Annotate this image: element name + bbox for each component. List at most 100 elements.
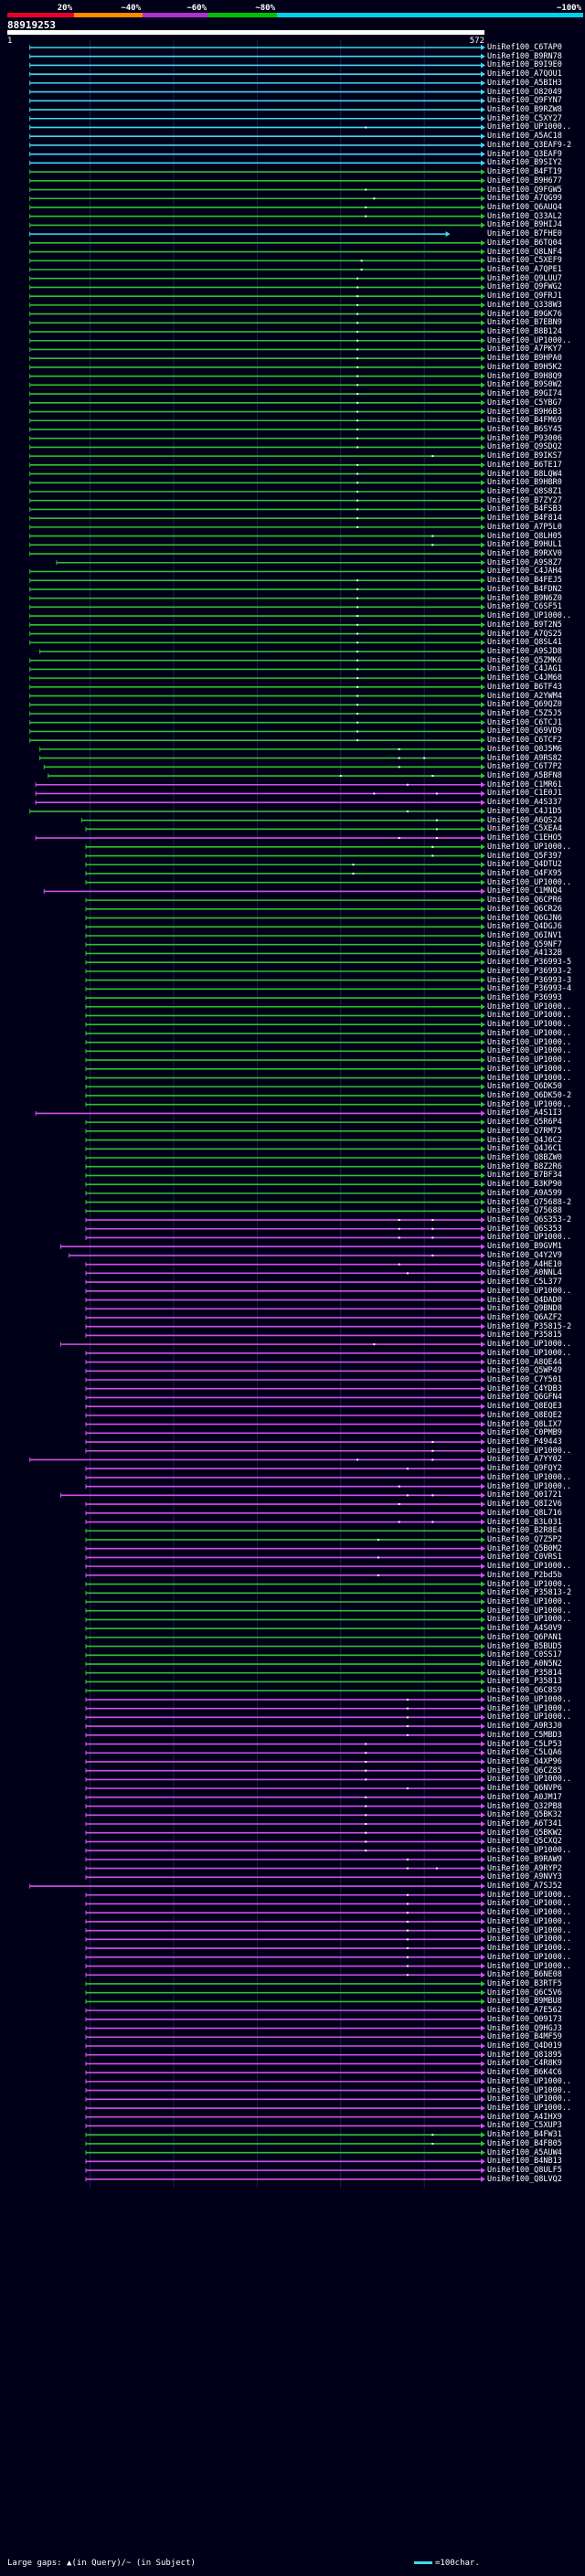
hit-label-link[interactable]: UniRef100_O82049	[487, 87, 562, 97]
hit-row[interactable]	[85, 906, 485, 912]
hit-label-link[interactable]: UniRef100_Q4FX95	[487, 868, 562, 878]
hit-label-link[interactable]: UniRef100_C5XEA4	[487, 824, 562, 834]
hit-row[interactable]	[35, 800, 485, 806]
hit-label-link[interactable]: UniRef100_A5AC18	[487, 132, 562, 142]
hit-label-link[interactable]: UniRef100_Q6AZF2	[487, 1312, 562, 1322]
hit-label-link[interactable]: UniRef100_UP1000..	[487, 1775, 572, 1785]
hit-row[interactable]	[85, 1012, 485, 1019]
hit-row[interactable]	[29, 693, 485, 699]
hit-row[interactable]	[85, 2105, 485, 2112]
hit-row[interactable]	[29, 808, 485, 814]
hit-row[interactable]	[85, 1794, 485, 1800]
hit-row[interactable]	[29, 684, 485, 690]
hit-label-link[interactable]: UniRef100_A4132B	[487, 949, 562, 959]
hit-label-link[interactable]: UniRef100_B3RTF5	[487, 1978, 562, 1988]
hit-row[interactable]	[85, 1466, 485, 1472]
hit-row[interactable]	[85, 1297, 485, 1303]
hit-label-link[interactable]: UniRef100_B3L031	[487, 1517, 562, 1527]
hit-label-link[interactable]: UniRef100_C4JAG1	[487, 664, 562, 674]
hit-row[interactable]	[29, 542, 485, 548]
hit-row[interactable]	[29, 524, 485, 530]
hit-label-link[interactable]: UniRef100_B6TQ04	[487, 238, 562, 248]
hit-label-link[interactable]: UniRef100_C1MNQ4	[487, 886, 562, 896]
hit-row[interactable]	[35, 790, 485, 797]
hit-row[interactable]	[85, 2070, 485, 2076]
hit-row[interactable]	[85, 941, 485, 948]
hit-label-link[interactable]: UniRef100_C5Z5J5	[487, 709, 562, 718]
hit-label-link[interactable]: UniRef100_C6SF51	[487, 602, 562, 612]
hit-label-link[interactable]: UniRef100_A0N5N2	[487, 1659, 562, 1670]
hit-row[interactable]	[85, 1155, 485, 1161]
hit-label-link[interactable]: UniRef100_P35815-2	[487, 1321, 572, 1331]
hit-row[interactable]	[29, 258, 485, 264]
hit-row[interactable]	[85, 1723, 485, 1730]
hit-label-link[interactable]: UniRef100_Q4J6C2	[487, 1135, 562, 1145]
hit-label-link[interactable]: UniRef100_Q8ULF5	[487, 2166, 562, 2176]
hit-row[interactable]	[39, 746, 485, 752]
hit-label-link[interactable]: UniRef100_Q8EQE3	[487, 1402, 562, 1412]
hit-row[interactable]	[85, 1119, 485, 1126]
hit-label-link[interactable]: UniRef100_C5LQA6	[487, 1748, 562, 1758]
hit-row[interactable]	[85, 1439, 485, 1446]
hit-label-link[interactable]: UniRef100_A9S8Z7	[487, 557, 562, 567]
hit-row[interactable]	[29, 533, 485, 539]
hit-label-link[interactable]: UniRef100_UP1000..	[487, 611, 572, 621]
hit-row[interactable]	[29, 98, 485, 104]
hit-label-link[interactable]: UniRef100_C6TCJ1	[487, 717, 562, 727]
hit-row[interactable]	[85, 870, 485, 876]
hit-label-link[interactable]: UniRef100_Q59NF7	[487, 939, 562, 949]
hit-label-link[interactable]: UniRef100_A7QG99	[487, 194, 562, 204]
hit-row[interactable]	[85, 1377, 485, 1383]
hit-row[interactable]	[85, 1821, 485, 1827]
hit-row[interactable]	[29, 728, 485, 735]
hit-label-link[interactable]: UniRef100_B9HIJ4	[487, 220, 562, 230]
hit-row[interactable]	[85, 1368, 485, 1374]
hit-row[interactable]	[85, 862, 485, 868]
hit-label-link[interactable]: UniRef100_Q4J6C1	[487, 1144, 562, 1154]
hit-row[interactable]	[85, 1528, 485, 1534]
hit-row[interactable]	[85, 1182, 485, 1188]
hit-row[interactable]	[85, 995, 485, 1002]
hit-label-link[interactable]: UniRef100_UP1000..	[487, 1020, 572, 1030]
hit-label-link[interactable]: UniRef100_Q338W3	[487, 300, 562, 310]
hit-row[interactable]	[29, 311, 485, 317]
hit-label-link[interactable]: UniRef100_Q9BND8	[487, 1304, 562, 1314]
hit-label-link[interactable]: UniRef100_B9RZW8	[487, 105, 562, 115]
hit-row[interactable]	[29, 293, 485, 300]
hit-label-link[interactable]: UniRef100_A4HE10	[487, 1259, 562, 1269]
hit-row[interactable]	[85, 1554, 485, 1561]
hit-label-link[interactable]: UniRef100_P2bd5b	[487, 1570, 562, 1580]
hit-row[interactable]	[85, 1829, 485, 1836]
hit-label-link[interactable]: UniRef100_UP1000..	[487, 1579, 572, 1589]
hit-label-link[interactable]: UniRef100_A7SJ52	[487, 1882, 562, 1892]
hit-row[interactable]	[85, 977, 485, 983]
hit-row[interactable]	[85, 1626, 485, 1632]
hit-row[interactable]	[29, 89, 485, 95]
hit-row[interactable]	[60, 1341, 485, 1348]
hit-label-link[interactable]: UniRef100_UP1000..	[487, 1935, 572, 1945]
hit-label-link[interactable]: UniRef100_UP1000..	[487, 1011, 572, 1021]
hit-label-link[interactable]: UniRef100_Q5F397	[487, 851, 562, 861]
hit-row[interactable]	[85, 1564, 485, 1570]
hit-row[interactable]	[85, 1101, 485, 1108]
hit-label-link[interactable]: UniRef100_Q6CZ85	[487, 1765, 562, 1776]
hit-label-link[interactable]: UniRef100_B9RAW9	[487, 1854, 562, 1864]
hit-label-link[interactable]: UniRef100_B9H677	[487, 175, 562, 186]
hit-label-link[interactable]: UniRef100_Q6PAN1	[487, 1632, 562, 1642]
hit-label-link[interactable]: UniRef100_B4FDN2	[487, 584, 562, 594]
hit-label-link[interactable]: UniRef100_Q9LUU7	[487, 273, 562, 283]
hit-row[interactable]	[43, 764, 485, 770]
hit-label-link[interactable]: UniRef100_UP1000..	[487, 1055, 572, 1065]
hit-label-link[interactable]: UniRef100_C4JM68	[487, 673, 562, 684]
hit-label-link[interactable]: UniRef100_B9MBU8	[487, 1997, 562, 2007]
hit-row[interactable]	[29, 640, 485, 646]
hit-row[interactable]	[29, 53, 485, 59]
hit-row[interactable]	[29, 480, 485, 486]
hit-label-link[interactable]: UniRef100_C5L377	[487, 1277, 562, 1288]
hit-label-link[interactable]: UniRef100_B3KP90	[487, 1180, 562, 1190]
hit-label-link[interactable]: UniRef100_UP1000..	[487, 1597, 572, 1606]
hit-row[interactable]	[85, 933, 485, 938]
hit-row[interactable]	[85, 1235, 485, 1241]
hit-row[interactable]	[85, 1590, 485, 1596]
hit-label-link[interactable]: UniRef100_A9A599	[487, 1188, 562, 1198]
